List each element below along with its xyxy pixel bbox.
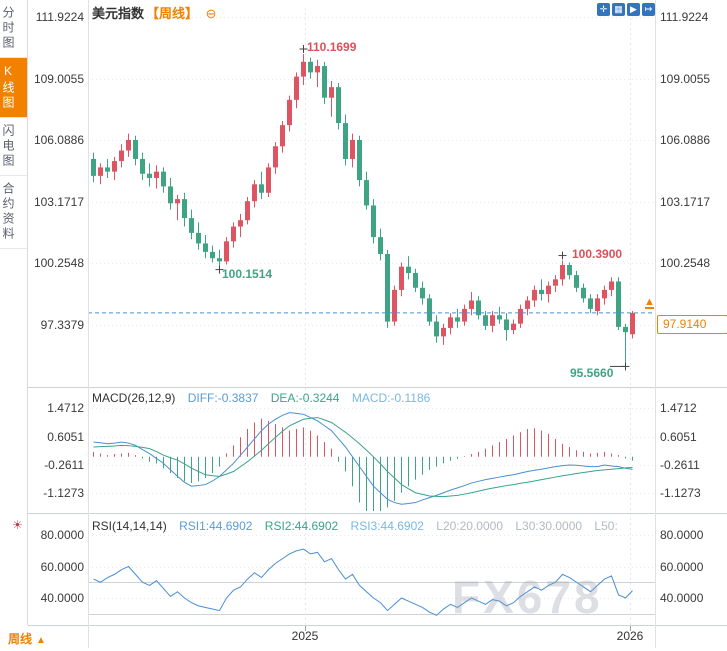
sidebar-item-kline-chart[interactable]: K线图 <box>0 58 27 118</box>
price-axis-label: 109.0055 <box>33 72 84 86</box>
price-axis-label: 111.9224 <box>35 10 84 24</box>
price-axis-label: 100.2548 <box>33 256 84 270</box>
plot-left-border <box>88 0 89 648</box>
macd-diff-value: DIFF:-0.3837 <box>187 391 259 405</box>
macd-axis-label: -0.2611 <box>44 458 84 472</box>
macd-dea-value: DEA:-0.3244 <box>270 391 340 405</box>
up-triangle-icon: ▲ <box>36 635 46 646</box>
rsi2-value: RSI2:44.6902 <box>264 519 339 533</box>
swing-high-label: 100.3900 <box>572 247 623 261</box>
macd-header: MACD(26,12,9) DIFF:-0.3837 DEA:-0.3244 M… <box>92 391 439 405</box>
plot-right-border <box>655 0 656 648</box>
rsi-axis-label: 40.0000 <box>40 591 84 605</box>
macd-axis-label: 1.4712 <box>660 401 697 415</box>
crosshair-icon[interactable]: ✛ <box>597 3 610 16</box>
price-axis-label: 109.0055 <box>660 72 711 86</box>
indicator-icon[interactable]: ▶ <box>627 3 640 16</box>
rsi-axis-label: 80.0000 <box>660 528 704 542</box>
sidebar-item-time-chart[interactable]: 分时图 <box>0 0 27 58</box>
scale-axis-icon[interactable]: ▦ <box>612 3 625 16</box>
up-arrow-icon: ▲ <box>644 296 655 308</box>
price-axis-label: 97.3379 <box>40 318 84 332</box>
macd-axis-label: 0.6051 <box>47 430 84 444</box>
current-price-badge: 97.9140 <box>657 315 727 334</box>
x-axis-tick <box>630 626 631 631</box>
watermark: FX678 <box>452 571 603 623</box>
price-axis-label: 111.9224 <box>660 10 709 24</box>
chart-header: 美元指数 【周线】 ⊖ <box>92 3 217 22</box>
macd-axis-label: -0.2611 <box>660 458 700 472</box>
price-axis-label: 103.1717 <box>33 195 84 209</box>
macd-name-label: MACD(26,12,9) <box>92 391 176 405</box>
panel-divider <box>28 387 727 388</box>
rsi-l30-label: L30:30.0000 <box>515 519 583 533</box>
x-axis-tick <box>305 626 306 631</box>
export-icon[interactable]: ↦ <box>642 3 655 16</box>
x-axis-year-label: 2026 <box>616 629 644 643</box>
sidebar-item-contract-info[interactable]: 合约资料 <box>0 176 27 249</box>
chart-toolbar: ✛ ▦ ▶ ↦ <box>597 3 655 16</box>
sidebar: 分时图 K线图 闪电图 合约资料 <box>0 0 28 625</box>
panel-divider <box>28 625 727 626</box>
rsi-header: RSI(14,14,14) RSI1:44.6902 RSI2:44.6902 … <box>92 519 627 533</box>
sidebar-item-lightning-chart[interactable]: 闪电图 <box>0 118 27 176</box>
rsi-name-label: RSI(14,14,14) <box>92 519 167 533</box>
macd-axis-label: -1.1273 <box>43 486 84 500</box>
arrow-base <box>644 307 654 309</box>
period-selector[interactable]: 周线 ▲ <box>8 630 46 647</box>
price-axis-label: 106.0886 <box>660 133 711 147</box>
swing-low-label: 100.1514 <box>222 267 273 281</box>
rsi-l50-label: L50: <box>594 519 618 533</box>
rsi-panel <box>93 548 633 616</box>
collapse-icon[interactable]: ⊖ <box>205 6 217 21</box>
price-axis-label: 103.1717 <box>660 195 711 209</box>
scroll-to-latest-icon[interactable]: ▲ <box>644 297 655 309</box>
rsi-axis-label: 40.0000 <box>660 591 704 605</box>
macd-axis-label: -1.1273 <box>660 486 701 500</box>
rsi3-value: RSI3:44.6902 <box>350 519 424 533</box>
rsi1-value: RSI1:44.6902 <box>179 519 253 533</box>
rsi-axis-label: 80.0000 <box>40 528 84 542</box>
rsi-l20-label: L20:20.0000 <box>436 519 503 533</box>
swing-low-label: 95.5660 <box>570 366 614 380</box>
x-axis-year-label: 2025 <box>291 629 319 643</box>
macd-panel <box>93 412 633 511</box>
macd-axis-label: 0.6051 <box>660 430 697 444</box>
gridlines <box>88 8 655 625</box>
rsi-axis-label: 60.0000 <box>40 560 84 574</box>
price-axis-label: 100.2548 <box>660 256 711 270</box>
swing-high-label: 110.1699 <box>307 40 357 54</box>
macd-axis-label: 1.4712 <box>47 401 84 415</box>
rsi-axis-label: 60.0000 <box>660 560 704 574</box>
macd-hist-value: MACD:-0.1186 <box>351 391 431 405</box>
indicator-settings-icon[interactable]: ☀ <box>12 518 23 532</box>
instrument-title: 美元指数 <box>92 6 145 21</box>
period-tag: 【周线】 <box>146 6 199 21</box>
price-axis-label: 106.0886 <box>33 133 84 147</box>
candlestick-series <box>91 45 635 371</box>
panel-divider <box>28 513 727 514</box>
period-label: 周线 <box>8 632 33 646</box>
